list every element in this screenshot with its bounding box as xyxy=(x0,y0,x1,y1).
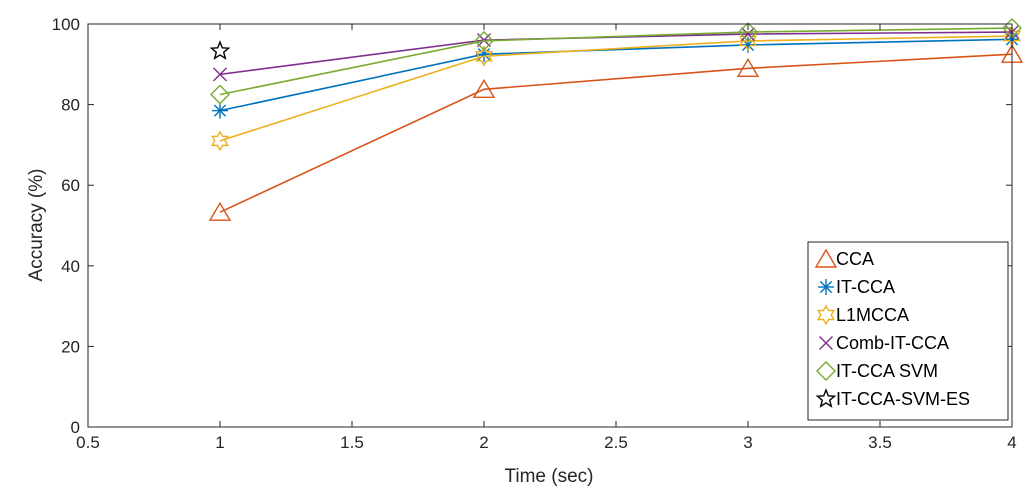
y-tick-label: 0 xyxy=(71,418,80,437)
legend-item-it-cca: IT-CCA xyxy=(818,277,895,297)
y-tick-label: 40 xyxy=(61,257,80,276)
y-axis-label: Accuracy (%) xyxy=(26,169,47,282)
series-l1mcca xyxy=(210,25,1022,152)
legend-marker-it-cca-svm xyxy=(816,361,836,381)
legend-marker-cca xyxy=(814,248,838,268)
series-comb-it-cca xyxy=(213,25,1019,82)
legend-label: L1MCCA xyxy=(836,305,909,325)
series-it-cca-svm xyxy=(210,18,1022,105)
legend-label: CCA xyxy=(836,249,874,269)
data-point-l1mcca xyxy=(210,130,230,152)
legend-box xyxy=(807,241,1009,421)
x-tick-label: 3.5 xyxy=(868,433,892,452)
legend-label: IT-CCA-SVM-ES xyxy=(836,389,970,409)
legend-marker-l1mcca xyxy=(816,304,836,326)
data-point-it-cca xyxy=(212,102,228,119)
x-tick-label: 2 xyxy=(479,433,488,452)
series-line-it-cca xyxy=(219,38,1013,112)
legend-marker-it-cca-svm-es xyxy=(815,388,837,408)
y-tick-label: 20 xyxy=(61,337,80,356)
series-line-it-cca-svm xyxy=(219,27,1013,96)
data-point-comb-it-cca xyxy=(213,67,227,82)
data-point-it-cca-svm-es xyxy=(209,40,231,60)
data-point-it-cca-svm xyxy=(474,30,494,51)
data-point-it-cca-svm xyxy=(738,22,758,43)
y-tick-label: 80 xyxy=(61,96,80,115)
legend-label: Comb-IT-CCA xyxy=(836,333,949,353)
data-point-it-cca-svm xyxy=(210,84,230,105)
legend-label: IT-CCA xyxy=(836,277,895,297)
legend: CCA IT-CCA L1MCCA Comb-IT-CCA IT-CCA SVM IT-C… xyxy=(807,241,1009,421)
y-tick-label: 100 xyxy=(52,15,80,34)
series-line-cca xyxy=(219,53,1013,213)
series-line-l1mcca xyxy=(219,35,1013,142)
series-it-cca-svm-es xyxy=(209,40,231,60)
axes-box xyxy=(87,23,1013,428)
legend-marker-comb-it-cca xyxy=(819,336,833,350)
data-point-cca xyxy=(472,78,496,98)
x-tick-label: 3 xyxy=(743,433,752,452)
data-point-comb-it-cca xyxy=(741,27,755,42)
x-tick-label: 4 xyxy=(1007,433,1016,452)
legend-item-it-cca-svm: IT-CCA SVM xyxy=(816,361,938,381)
x-tick-label: 0.5 xyxy=(76,433,100,452)
data-point-cca xyxy=(736,57,760,78)
data-point-l1mcca xyxy=(738,30,758,52)
x-axis-label: Time (sec) xyxy=(504,466,593,487)
legend-item-l1mcca: L1MCCA xyxy=(816,304,909,326)
plot-area xyxy=(208,18,1024,221)
legend-item-comb-it-cca: Comb-IT-CCA xyxy=(819,333,949,353)
legend-marker-it-cca xyxy=(818,279,834,295)
series-it-cca xyxy=(212,31,1020,119)
x-tick-label: 1 xyxy=(215,433,224,452)
x-tick-label: 2.5 xyxy=(604,433,628,452)
legend-label: IT-CCA SVM xyxy=(836,361,938,381)
y-tick-label: 60 xyxy=(61,176,80,195)
data-point-l1mcca xyxy=(474,45,494,67)
legend-item-cca: CCA xyxy=(814,248,874,269)
x-tick-label: 1.5 xyxy=(340,433,364,452)
data-point-cca xyxy=(208,201,232,221)
legend-item-it-cca-svm-es: IT-CCA-SVM-ES xyxy=(815,388,970,409)
